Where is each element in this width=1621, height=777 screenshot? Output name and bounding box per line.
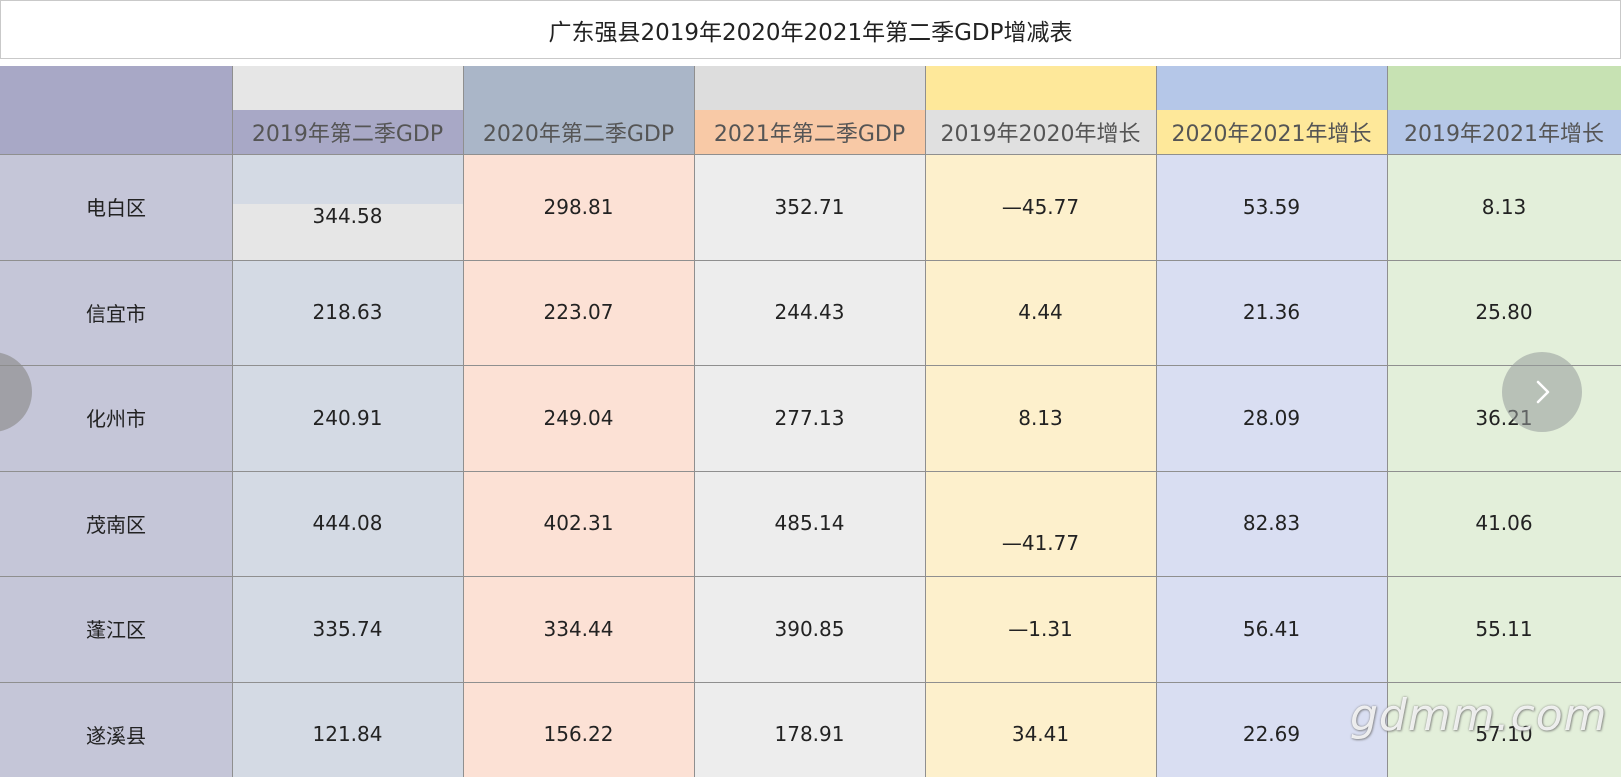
gdp-2019-column: 2019年第二季GDP 344.58 218.63 240.91 444.08 335.7…: [232, 66, 463, 777]
table-cell: 8.13: [1018, 405, 1063, 430]
column-divider: [925, 66, 926, 777]
column-divider: [463, 66, 464, 777]
table-cell: 352.71: [774, 194, 845, 219]
header-band: [0, 66, 232, 110]
table-cell: 344.58: [232, 204, 463, 260]
table-cell: 4.44: [1018, 300, 1063, 325]
column-header: 2021年第二季GDP: [694, 110, 925, 154]
table-cell: 41.06: [1475, 511, 1533, 536]
table-cell: 156.22: [543, 722, 614, 747]
row-divider: [0, 576, 1621, 577]
table-cell: 55.11: [1475, 616, 1533, 641]
table-cell: 402.31: [543, 511, 614, 536]
chevron-right-icon: [1536, 380, 1550, 404]
column-header: 2020年第二季GDP: [463, 110, 694, 154]
table-cell: 57.10: [1475, 722, 1533, 747]
table-cell: 8.13: [1481, 194, 1527, 219]
table-cell: 249.04: [543, 405, 614, 430]
header-band: [694, 66, 925, 110]
table-cell: 444.08: [312, 511, 383, 536]
row-label: 蓬江区: [86, 618, 146, 643]
growth-2019-2020-column: 2019年2020年增长 —45.77 4.44 8.13 —41.77 —1.31 34.…: [925, 66, 1156, 777]
table-cell: 34.41: [1011, 722, 1070, 747]
growth-2020-2021-column: 2020年2021年增长 53.59 21.36 28.09 82.83 56.41 22.…: [1156, 66, 1387, 777]
table-cell: 335.74: [312, 616, 383, 641]
header-band: [1387, 66, 1621, 110]
watermark: gdmm.com: [1350, 690, 1608, 741]
table-cell: 82.83: [1242, 511, 1301, 536]
table-cell: 334.44: [543, 616, 614, 641]
gdp-2020-column: 2020年第二季GDP 298.81 223.07 249.04 402.31 334.4…: [463, 66, 694, 777]
row-label: 遂溪县: [86, 723, 146, 748]
table-cell: 121.84: [312, 722, 383, 747]
header-band: [463, 66, 694, 110]
table-cell: 21.36: [1242, 300, 1301, 325]
row-divider: [0, 365, 1621, 366]
column-header: 2019年2021年增长: [1387, 110, 1621, 154]
table-cell: 485.14: [774, 511, 845, 536]
row-label: 信宜市: [86, 301, 146, 326]
table-cell: 277.13: [774, 405, 845, 430]
table-cell: 28.09: [1242, 405, 1301, 430]
table-cell: —45.77: [1001, 194, 1080, 219]
row-divider: [0, 470, 1621, 472]
column-header: 2019年第二季GDP: [232, 110, 463, 154]
column-header: 2019年2020年增长: [925, 110, 1156, 154]
gdp-table: 电白区 信宜市 化州市 茂南区 蓬江区 遂溪县 2019年第二季GDP 344.58 218.6…: [0, 66, 1621, 777]
table-cell: 223.07: [543, 300, 614, 325]
row-divider: [0, 259, 1621, 261]
row-label: 茂南区: [86, 512, 146, 537]
table-cell: 56.41: [1242, 616, 1301, 641]
table-cell: —1.31: [1008, 616, 1073, 641]
table-cell: 240.91: [312, 405, 383, 430]
table-cell: 390.85: [774, 616, 845, 641]
growth-2019-2021-column: 2019年2021年增长 8.13 25.80 36.21 41.06 55.11 57.1…: [1387, 66, 1621, 777]
column-divider: [1156, 66, 1157, 777]
table-cell: 25.80: [1475, 300, 1533, 325]
row-divider: [0, 681, 1621, 683]
row-divider: [0, 154, 1621, 155]
table-cell: 298.81: [543, 194, 614, 219]
table-cell: 53.59: [1242, 194, 1301, 219]
column-header: [0, 110, 232, 154]
column-divider: [232, 66, 233, 777]
header-band: [1156, 66, 1387, 110]
table-cell: 22.69: [1242, 722, 1301, 747]
row-label: 化州市: [86, 407, 146, 432]
name-column: 电白区信宜市化州市茂南区蓬江区遂溪县: [0, 66, 232, 777]
table-cell: 218.63: [312, 300, 383, 325]
table-title: 广东强县2019年2020年2021年第二季GDP增减表: [0, 0, 1621, 59]
table-cell: —41.77: [1001, 531, 1080, 556]
header-band: [232, 66, 463, 110]
gdp-2021-column: 2021年第二季GDP 352.71 244.43 277.13 485.14 390.8…: [694, 66, 925, 777]
table-cell: 178.91: [774, 722, 845, 747]
column-divider: [694, 66, 695, 777]
table-grid: 电白区 信宜市 化州市 茂南区 蓬江区 遂溪县 2019年第二季GDP 344.58 218.6…: [0, 66, 1621, 777]
table-cell: 244.43: [774, 300, 845, 325]
row-label: 电白区: [86, 196, 146, 221]
column-divider: [1387, 66, 1388, 777]
next-button[interactable]: [1502, 352, 1582, 432]
column-header: 2020年2021年增长: [1156, 110, 1387, 154]
header-band: [925, 66, 1156, 110]
